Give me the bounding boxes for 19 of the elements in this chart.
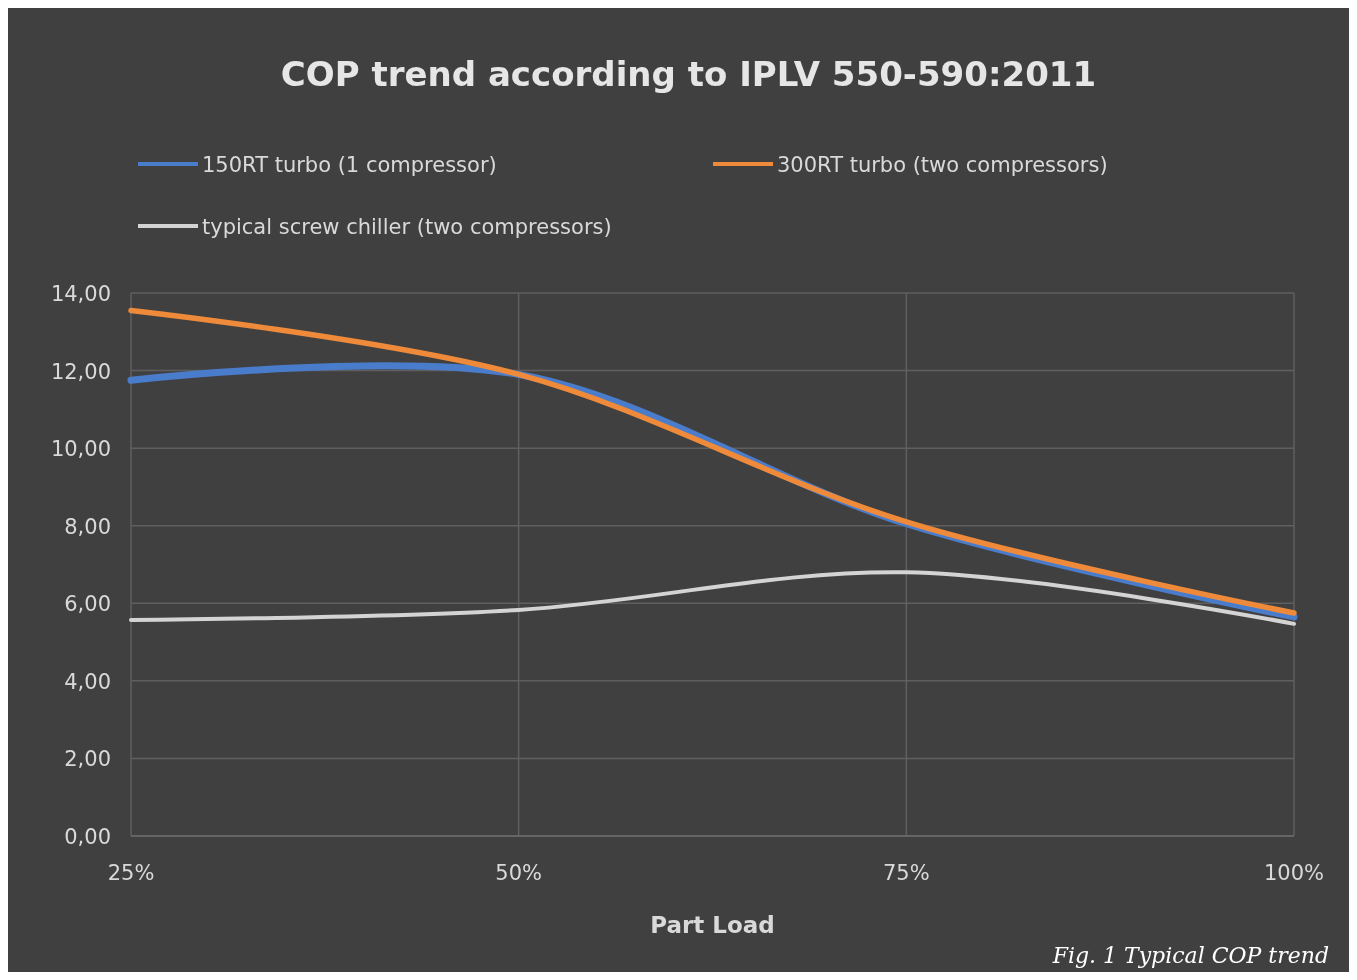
caption: Fig. 1 Typical COP trend — [1051, 943, 1329, 968]
x-tick-label: 100% — [1263, 861, 1325, 885]
chart-title: COP trend according to IPLV 550-590:2011 — [280, 54, 1097, 94]
y-tick-label: 4,00 — [64, 669, 111, 694]
legend-label: typical screw chiller (two compressors) — [202, 215, 612, 239]
y-tick-label: 2,00 — [64, 747, 111, 772]
x-tick-label: 75% — [882, 861, 930, 885]
y-tick-label: 10,00 — [50, 437, 111, 462]
legend-label: 300RT turbo (two compressors) — [777, 153, 1108, 177]
y-tick-label: 8,00 — [64, 514, 111, 539]
y-tick-label: 6,00 — [64, 592, 111, 617]
line-series — [129, 570, 1296, 626]
x-axis-title: Part Load — [650, 912, 775, 938]
x-tick-label: 50% — [495, 861, 543, 885]
y-tick-label: 12,00 — [50, 359, 111, 384]
legend-label: 150RT turbo (1 compressor) — [202, 153, 497, 177]
y-tick-label: 14,00 — [50, 282, 111, 306]
y-tick-label: 0,00 — [64, 825, 111, 849]
x-tick-label: 25% — [107, 861, 155, 885]
